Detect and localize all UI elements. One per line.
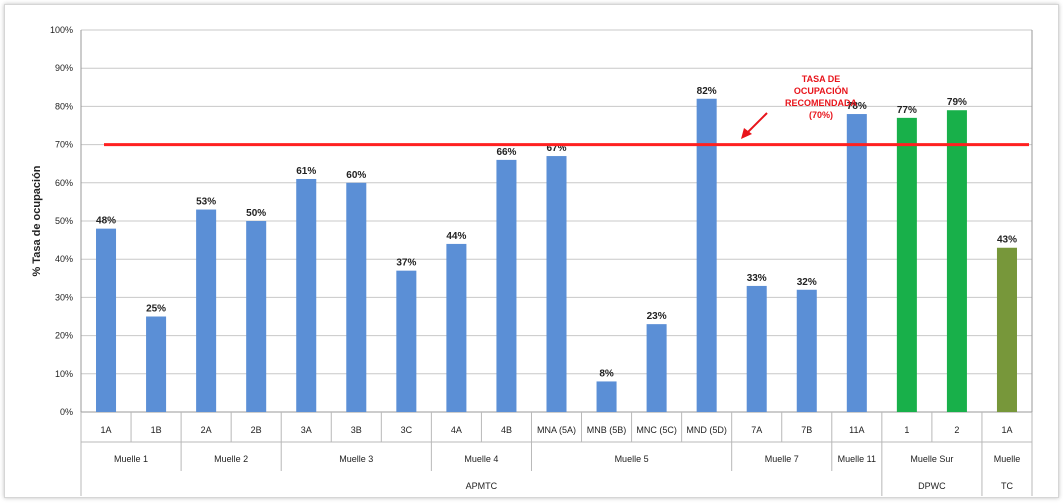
category-label: MNC (5C) [636, 425, 677, 435]
bar [546, 156, 567, 412]
reference-annotation-line: RECOMENDADA [785, 98, 858, 108]
bar [596, 381, 617, 412]
y-axis-title: % Tasa de ocupación [31, 165, 43, 276]
annotation-arrow-head [741, 128, 752, 139]
category-label: MNB (5B) [587, 425, 627, 435]
bar [146, 316, 167, 412]
data-label: 43% [997, 235, 1017, 246]
data-label: 66% [496, 147, 516, 158]
category-label: 7A [751, 425, 762, 435]
y-tick-label: 90% [55, 63, 73, 73]
category-label: 2B [251, 425, 262, 435]
supergroup-label: DPWC [918, 481, 946, 491]
reference-annotation-line: OCUPACIÓN [794, 85, 848, 96]
group-label: Muelle 4 [464, 454, 498, 464]
bar [346, 182, 367, 412]
data-label: 79% [947, 97, 967, 108]
category-label: 1 [904, 425, 909, 435]
category-label: 1A [101, 425, 112, 435]
y-tick-label: 30% [55, 292, 73, 302]
data-label: 23% [647, 311, 667, 322]
category-label: 1B [151, 425, 162, 435]
supergroup-label: APMTC [466, 481, 498, 491]
y-tick-label: 10% [55, 369, 73, 379]
data-label: 50% [246, 208, 266, 219]
group-label: Muelle 2 [214, 454, 248, 464]
category-label: 4B [501, 425, 512, 435]
bar [746, 285, 767, 412]
category-label: 3C [401, 425, 413, 435]
data-label: 67% [546, 143, 566, 154]
data-label: 37% [396, 258, 416, 269]
category-label: 1A [1001, 425, 1012, 435]
group-label: Muelle 3 [339, 454, 373, 464]
bar [646, 324, 667, 412]
category-label: MNA (5A) [537, 425, 576, 435]
y-tick-label: 50% [55, 216, 73, 226]
data-label: 77% [897, 105, 917, 116]
bar [996, 247, 1017, 412]
group-label: Muelle 1 [114, 454, 148, 464]
bar [796, 289, 817, 412]
group-label: Muelle [994, 454, 1021, 464]
data-label: 61% [296, 166, 316, 177]
category-label: 2A [201, 425, 212, 435]
bar [396, 270, 417, 412]
y-tick-label: 80% [55, 101, 73, 111]
data-label: 60% [346, 170, 366, 181]
y-tick-label: 100% [50, 25, 73, 35]
data-label: 32% [797, 277, 817, 288]
bar [896, 117, 917, 413]
data-label: 33% [747, 273, 767, 284]
reference-annotation-line: TASA DE [802, 74, 841, 84]
category-label: 11A [849, 425, 864, 435]
data-label: 44% [446, 231, 466, 242]
y-tick-label: 70% [55, 140, 73, 150]
data-label: 48% [96, 216, 116, 227]
bar [196, 209, 217, 412]
category-label: 3B [351, 425, 362, 435]
data-label: 78% [847, 101, 867, 112]
bar [246, 221, 267, 412]
category-label: MND (5D) [686, 425, 727, 435]
data-label: 8% [599, 368, 614, 379]
group-label: Muelle 5 [615, 454, 649, 464]
category-label: 2 [954, 425, 959, 435]
y-tick-label: 20% [55, 331, 73, 341]
group-label: Muelle 11 [838, 454, 876, 464]
bar [696, 98, 717, 412]
data-label: 82% [697, 86, 717, 97]
group-label: Muelle 7 [765, 454, 799, 464]
bar [496, 159, 517, 412]
category-label: 4A [451, 425, 462, 435]
category-label: 3A [301, 425, 312, 435]
bar [96, 228, 117, 412]
bar [296, 178, 317, 412]
y-tick-label: 40% [55, 254, 73, 264]
bar [446, 243, 467, 412]
data-label: 53% [196, 197, 216, 208]
supergroup-label: TC [1001, 481, 1013, 491]
bar [946, 110, 967, 412]
annotation-arrow [745, 112, 768, 135]
group-label: Muelle Sur [910, 454, 953, 464]
reference-annotation-line: (70%) [809, 110, 833, 120]
y-tick-label: 0% [60, 407, 73, 417]
bar [846, 114, 867, 412]
y-tick-label: 60% [55, 178, 73, 188]
data-label: 25% [146, 304, 166, 315]
category-label: 7B [801, 425, 812, 435]
